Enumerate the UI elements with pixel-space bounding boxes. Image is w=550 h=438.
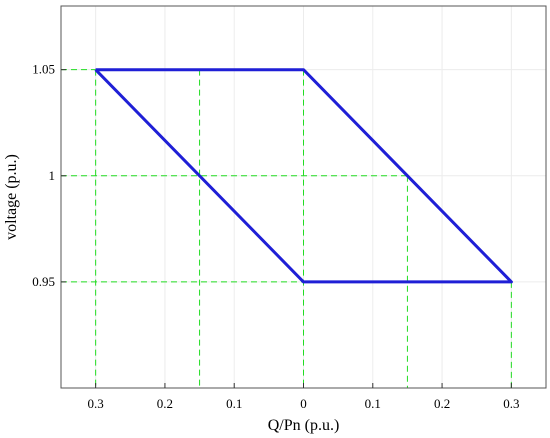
x-tick-label: 0.2 <box>157 396 173 411</box>
y-axis-label: voltage (p.u.) <box>3 154 20 240</box>
x-axis-label: Q/Pn (p.u.) <box>268 417 340 434</box>
x-tick-label: 0 <box>300 396 307 411</box>
x-tick-label: 0.2 <box>434 396 450 411</box>
x-tick-label: 0.1 <box>226 396 242 411</box>
x-tick-label: 0.1 <box>365 396 381 411</box>
y-tick-label: 1.05 <box>32 62 55 77</box>
reference-lines <box>61 69 512 388</box>
x-tick-label: 0.3 <box>503 396 519 411</box>
y-tick-label: 1 <box>49 168 56 183</box>
series-line <box>94 68 513 284</box>
x-tick-label: 0.3 <box>88 396 104 411</box>
series-layer <box>94 68 513 284</box>
tick-layer: 0.3 0.2 0.1 0 0.1 0.2 0.3 0.95 1 1.05 <box>32 62 519 411</box>
y-tick-label: 0.95 <box>32 274 55 289</box>
